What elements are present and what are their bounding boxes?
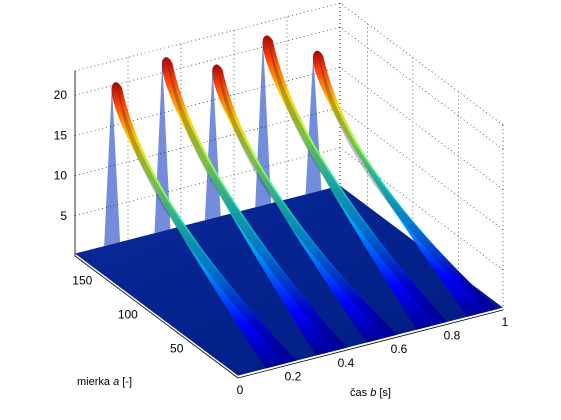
grid-line-side-z-3 — [339, 26, 504, 150]
box-edge-0 — [74, 2, 341, 72]
y-axis-line — [74, 255, 239, 379]
surface-plot — [75, 35, 503, 376]
y-tick-label-2: 150 — [72, 273, 92, 287]
box-edge-1 — [339, 2, 504, 126]
x-tick-label-2: 0.4 — [338, 356, 355, 370]
surface-peak-back-4 — [104, 85, 121, 247]
x-tick-label-4: 0.8 — [444, 329, 461, 343]
z-tick-label-1: 10 — [54, 169, 68, 183]
y-axis-label: mierka a [-] — [77, 376, 132, 388]
y-tick-label-0: 50 — [170, 342, 184, 356]
y-tick-label-1: 100 — [118, 308, 138, 322]
grid-line-side-z-2 — [339, 67, 504, 190]
z-tick-label-0: 5 — [60, 209, 67, 223]
y-axis-ticks: 50 100 150 — [72, 273, 183, 355]
x-tick-label-3: 0.6 — [391, 342, 408, 356]
x-axis-line — [237, 309, 504, 379]
grid-line-back-z-1 — [74, 107, 341, 176]
z-axis-ticks: 5 10 15 20 — [54, 88, 68, 223]
z-tick-label-3: 20 — [54, 88, 68, 102]
x-axis-label: čas b [s] — [350, 387, 391, 399]
x-tick-label-5: 1 — [502, 315, 509, 329]
z-tick-label-2: 15 — [54, 128, 68, 142]
x-tick-label-1: 0.2 — [285, 369, 302, 383]
grid-line-back-z-3 — [74, 26, 341, 96]
x-tick-label-0: 0 — [237, 383, 244, 397]
x-axis-ticks: 0 0.2 0.4 0.6 0.8 1 — [237, 315, 509, 397]
grid-line-back-z-2 — [74, 67, 341, 136]
